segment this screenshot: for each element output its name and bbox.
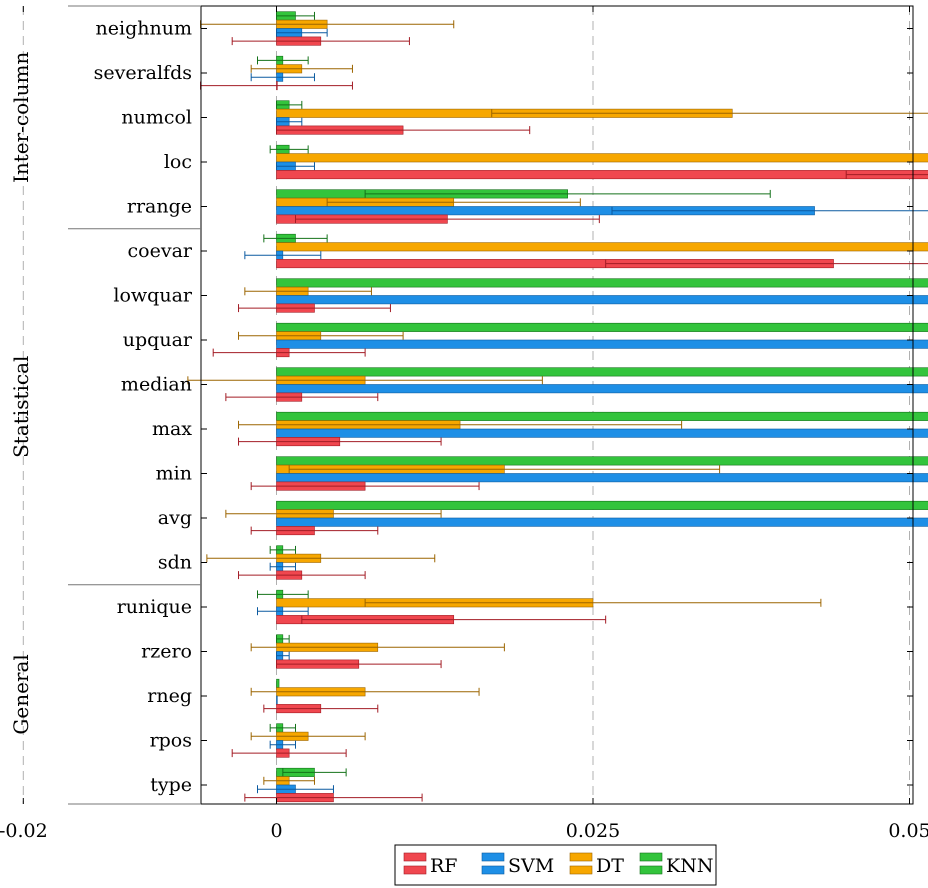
y-tick-label-coevar: coevar bbox=[128, 240, 193, 262]
y-tick-label-severalfds: severalfds bbox=[94, 62, 192, 84]
bar-dt-coevar bbox=[276, 242, 928, 252]
y-tick-label-sdn: sdn bbox=[158, 552, 192, 574]
group-labels: Inter-column Statistical General bbox=[9, 5, 201, 805]
y-tick-label-rrange: rrange bbox=[127, 196, 192, 218]
legend-swatch-rf-lower bbox=[403, 865, 427, 875]
bar-knn-median bbox=[276, 367, 928, 377]
bar-svm-avg bbox=[276, 517, 928, 527]
bars bbox=[187, 11, 928, 803]
legend-label-rf: RF bbox=[430, 855, 458, 877]
x-tick-label: 0 bbox=[270, 820, 282, 842]
y-tick-label-rneg: rneg bbox=[147, 685, 192, 707]
bar-svm-max bbox=[276, 428, 928, 438]
bar-knn-max bbox=[276, 411, 928, 421]
bar-svm-min bbox=[276, 473, 928, 483]
bar-knn-avg bbox=[276, 500, 928, 510]
bar-knn-lowquar bbox=[276, 278, 928, 288]
bar-svm-rneg bbox=[276, 695, 278, 705]
y-tick-label-loc: loc bbox=[164, 151, 192, 173]
legend-swatch-knn-lower bbox=[639, 865, 663, 875]
group-label-statistical: Statistical bbox=[9, 356, 33, 458]
legend-label-svm: SVM bbox=[508, 855, 554, 877]
y-tick-label-min: min bbox=[156, 463, 192, 485]
group-label-inter-column: Inter-column bbox=[9, 52, 33, 183]
plot-border bbox=[200, 5, 914, 805]
y-tick-label-median: median bbox=[121, 374, 192, 396]
bar-knn-min bbox=[276, 456, 928, 466]
y-tick-label-neighnum: neighnum bbox=[96, 18, 192, 40]
legend-swatch-dt-lower bbox=[569, 865, 593, 875]
y-tick-label-runique: runique bbox=[117, 596, 192, 618]
legend-box bbox=[394, 844, 717, 886]
y-tick-label-max: max bbox=[152, 418, 192, 440]
legend-label-knn: KNN bbox=[666, 855, 713, 877]
bar-svm-median bbox=[276, 384, 928, 394]
y-tick-label-lowquar: lowquar bbox=[113, 285, 193, 307]
y-tick-label-upquar: upquar bbox=[123, 329, 193, 351]
legend-swatch-rf bbox=[403, 852, 427, 862]
x-tick-label: -0.02 bbox=[0, 820, 48, 842]
y-tick-label-rzero: rzero bbox=[141, 641, 192, 663]
bar-knn-upquar bbox=[276, 322, 928, 332]
bar-svm-lowquar bbox=[276, 295, 928, 305]
y-tick-label-type: type bbox=[150, 774, 192, 796]
grid-lines bbox=[22, 6, 910, 804]
legend-swatch-svm bbox=[481, 852, 505, 862]
legend: RF SVM DT KNN bbox=[394, 844, 717, 886]
bar-rf-loc bbox=[276, 170, 928, 180]
plot-frame bbox=[200, 5, 914, 805]
bar-svm-upquar bbox=[276, 339, 928, 349]
legend-swatch-svm-lower bbox=[481, 865, 505, 875]
x-tick-label: 0.025 bbox=[566, 820, 620, 842]
y-tick-label-numcol: numcol bbox=[121, 107, 192, 129]
bar-dt-loc bbox=[276, 153, 928, 163]
y-tick-labels: neighnum severalfds numcol loc rrange coevar l… bbox=[94, 18, 913, 796]
x-tick-label: 0.05 bbox=[888, 820, 928, 842]
y-tick-label-rpos: rpos bbox=[150, 730, 192, 752]
legend-swatch-knn bbox=[639, 852, 663, 862]
group-label-general: General bbox=[9, 654, 33, 734]
legend-swatch-dt bbox=[569, 852, 593, 862]
legend-label-dt: DT bbox=[596, 855, 624, 877]
y-tick-label-avg: avg bbox=[158, 507, 192, 529]
bar-knn-rneg bbox=[276, 678, 280, 688]
